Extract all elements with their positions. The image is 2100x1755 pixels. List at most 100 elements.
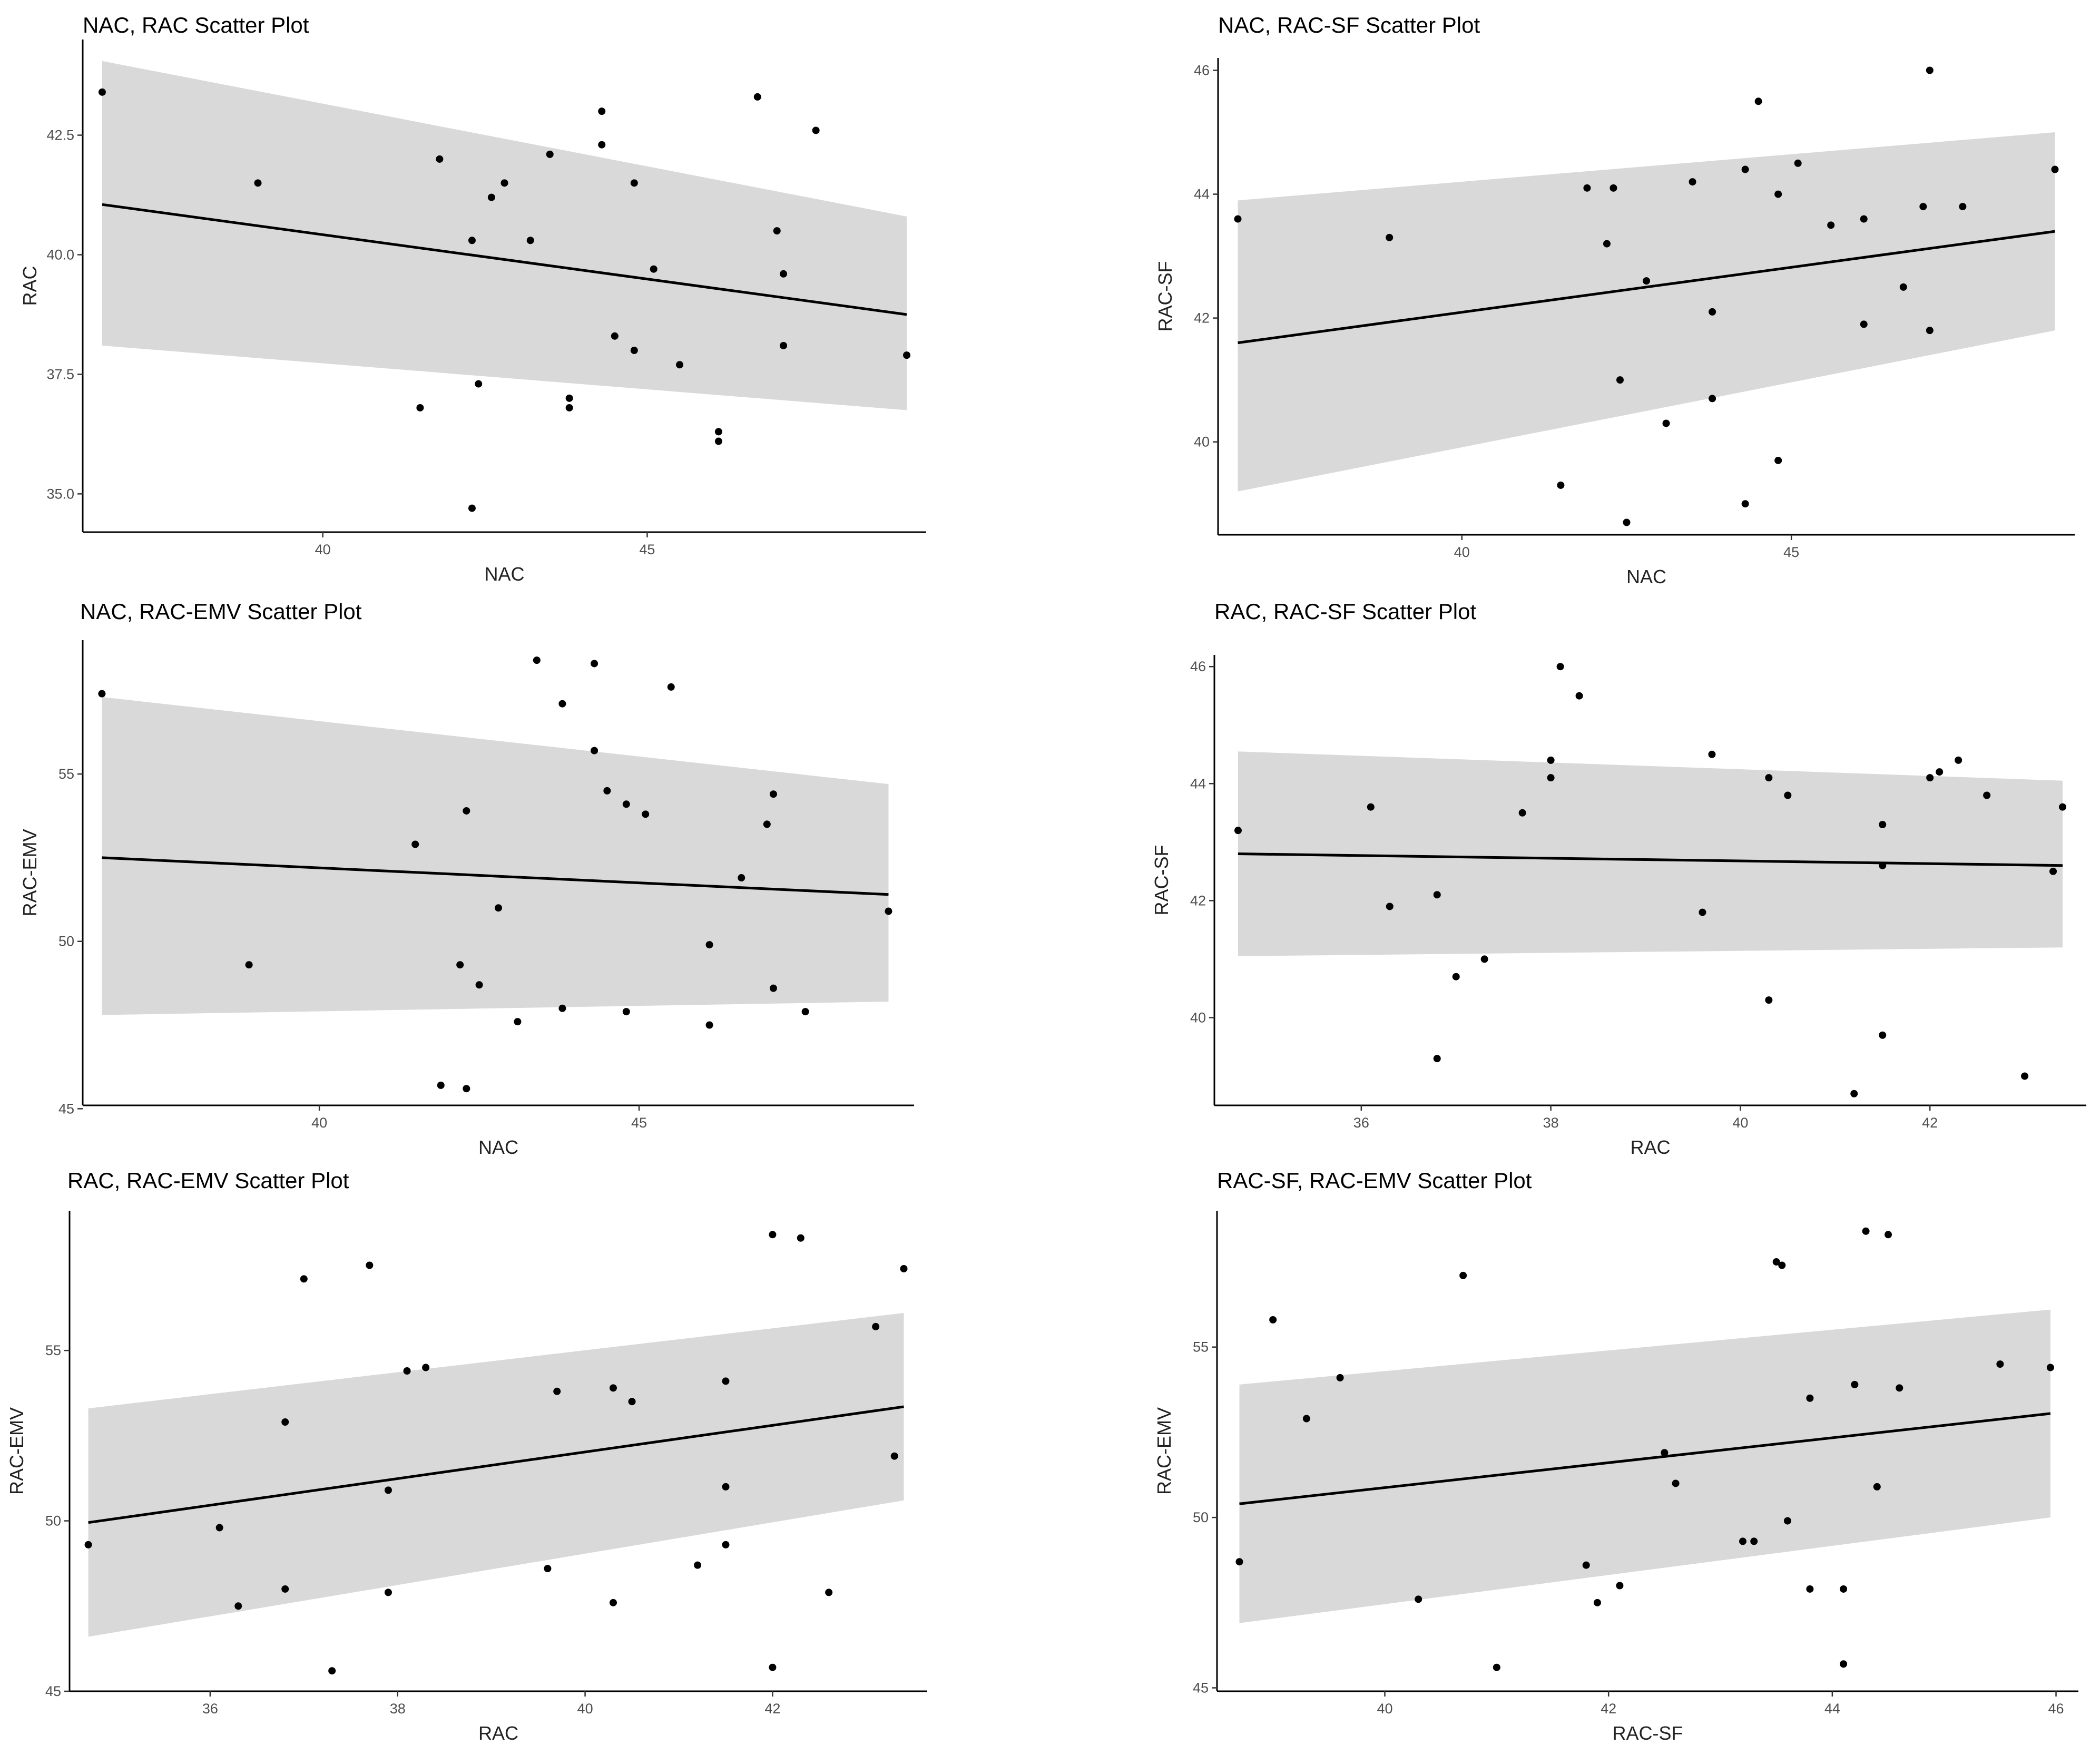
chart-4-point: [1879, 1031, 1887, 1039]
chart-1-point: [812, 126, 820, 134]
chart-2-y-tick-label: 40: [1194, 434, 1210, 450]
chart-1-x-tick-label: 40: [315, 542, 331, 557]
chart-6-point: [2046, 1364, 2054, 1371]
chart-6-point: [1739, 1537, 1746, 1545]
chart-4-title: RAC, RAC-SF Scatter Plot: [1214, 599, 1476, 624]
chart-4-point: [1452, 973, 1460, 981]
chart-4-point: [1983, 791, 1991, 799]
chart-5-point: [900, 1264, 908, 1272]
chart-6-point: [1582, 1561, 1590, 1569]
chart-4-point: [1955, 756, 1962, 764]
chart-2-point: [1860, 320, 1868, 328]
chart-3-point: [705, 941, 713, 949]
chart-6-x-tick-label: 40: [1377, 1701, 1392, 1717]
chart-1-point: [650, 265, 658, 273]
chart-3-point: [463, 807, 470, 815]
chart-2-y-tick-label: 42: [1194, 310, 1210, 326]
chart-5-y-axis-label: RAC-EMV: [6, 1407, 27, 1495]
chart-3-point: [705, 1021, 713, 1029]
chart-4-y-tick-label: 44: [1190, 776, 1206, 791]
chart-6-point: [1415, 1595, 1422, 1603]
chart-5-point: [84, 1541, 92, 1548]
chart-3-point: [98, 690, 106, 698]
chart-5-x-tick-label: 38: [390, 1701, 406, 1717]
chart-2-confidence-band: [1238, 132, 2055, 492]
chart-3-point: [463, 1085, 470, 1093]
chart-5-point: [769, 1663, 777, 1671]
chart-2-point: [1860, 215, 1868, 223]
chart-5-point: [366, 1261, 374, 1269]
chart-5-point: [281, 1418, 289, 1426]
chart-3-point: [763, 820, 771, 828]
chart-6-x-tick-label: 42: [1601, 1701, 1616, 1717]
chart-6-point: [1896, 1384, 1903, 1392]
chart-2-point: [1774, 190, 1782, 198]
chart-2-point: [1623, 518, 1631, 526]
chart-1-point: [468, 504, 476, 512]
chart-3-y-tick-label: 55: [58, 766, 74, 782]
chart-4-point: [2049, 867, 2057, 875]
chart-4-point: [1547, 774, 1555, 782]
chart-3-point: [642, 810, 650, 818]
chart-5-y-tick-label: 45: [45, 1683, 61, 1699]
chart-6-point: [1862, 1227, 1870, 1235]
chart-2-point: [1643, 277, 1650, 285]
chart-1-point: [780, 270, 788, 278]
chart-3-confidence-band: [102, 697, 889, 1015]
chart-2-point: [1741, 165, 1749, 173]
chart-3-point: [738, 874, 745, 882]
chart-2-title: NAC, RAC-SF Scatter Plot: [1218, 13, 1480, 37]
chart-3-point: [245, 961, 253, 969]
chart-1-point: [903, 351, 911, 359]
chart-4-panel: 36 38 40 42 40 42 44 46 RAC, RAC-SF Scatter Plot…: [1151, 599, 2086, 1158]
chart-3-title: NAC, RAC-EMV Scatter Plot: [80, 599, 362, 624]
chart-1-point: [773, 227, 781, 235]
chart-1-point: [565, 394, 573, 402]
chart-3-point: [603, 787, 611, 795]
chart-5-point: [722, 1541, 730, 1548]
chart-5-panel: 36 38 40 42 45 50 55 RAC, RAC-EMV Scatter Plot R…: [6, 1168, 927, 1744]
chart-6-y-tick-label: 45: [1193, 1680, 1209, 1696]
chart-6-point: [1806, 1585, 1814, 1593]
chart-4-y-tick-label: 46: [1190, 659, 1206, 674]
chart-2-point: [1741, 500, 1749, 508]
chart-1-point: [714, 428, 722, 436]
chart-1-point: [630, 347, 638, 355]
chart-6-point: [1235, 1558, 1243, 1566]
chart-1-point: [611, 332, 619, 340]
chart-4-point: [1518, 809, 1526, 817]
chart-4-x-tick-label: 40: [1732, 1115, 1748, 1131]
chart-1-point: [468, 237, 476, 244]
chart-6-x-tick-label: 46: [2048, 1701, 2064, 1717]
chart-6-point: [1672, 1479, 1680, 1487]
chart-4-point: [1765, 996, 1773, 1004]
chart-6-point: [1336, 1374, 1344, 1381]
chart-1-point: [526, 237, 534, 244]
chart-6-point: [1840, 1585, 1848, 1593]
chart-6-point: [1783, 1517, 1791, 1525]
chart-1-confidence-band: [102, 61, 907, 410]
chart-5-title: RAC, RAC-EMV Scatter Plot: [67, 1168, 349, 1193]
chart-3-regression-line: [102, 856, 889, 896]
chart-4-y-axis-label: RAC-SF: [1151, 845, 1172, 916]
chart-3-y-tick-label: 50: [58, 934, 74, 949]
chart-6-y-tick-label: 50: [1193, 1509, 1209, 1525]
chart-1-point: [753, 93, 761, 101]
chart-2-point: [1662, 419, 1670, 427]
chart-6-point: [1750, 1537, 1758, 1545]
chart-5-point: [722, 1483, 730, 1491]
chart-1-point: [98, 88, 106, 96]
chart-6-point: [1661, 1449, 1669, 1457]
chart-5-point: [872, 1322, 880, 1330]
chart-2-y-axis-label: RAC-SF: [1154, 261, 1176, 332]
chart-1-y-tick-label: 40.0: [46, 247, 74, 262]
chart-3-x-tick-label: 40: [311, 1115, 327, 1131]
chart-5-point: [403, 1367, 411, 1375]
chart-3-point: [801, 1008, 809, 1016]
chart-2-point: [1827, 221, 1835, 229]
chart-5-point: [234, 1602, 242, 1610]
chart-5-point: [628, 1398, 636, 1406]
chart-3-x-axis-label: NAC: [478, 1136, 518, 1158]
chart-1-panel: 40 45 35.0 37.5 40.0 42.5 NAC, RAC Scatter Plo…: [19, 13, 926, 585]
chart-2-point: [1583, 184, 1591, 192]
